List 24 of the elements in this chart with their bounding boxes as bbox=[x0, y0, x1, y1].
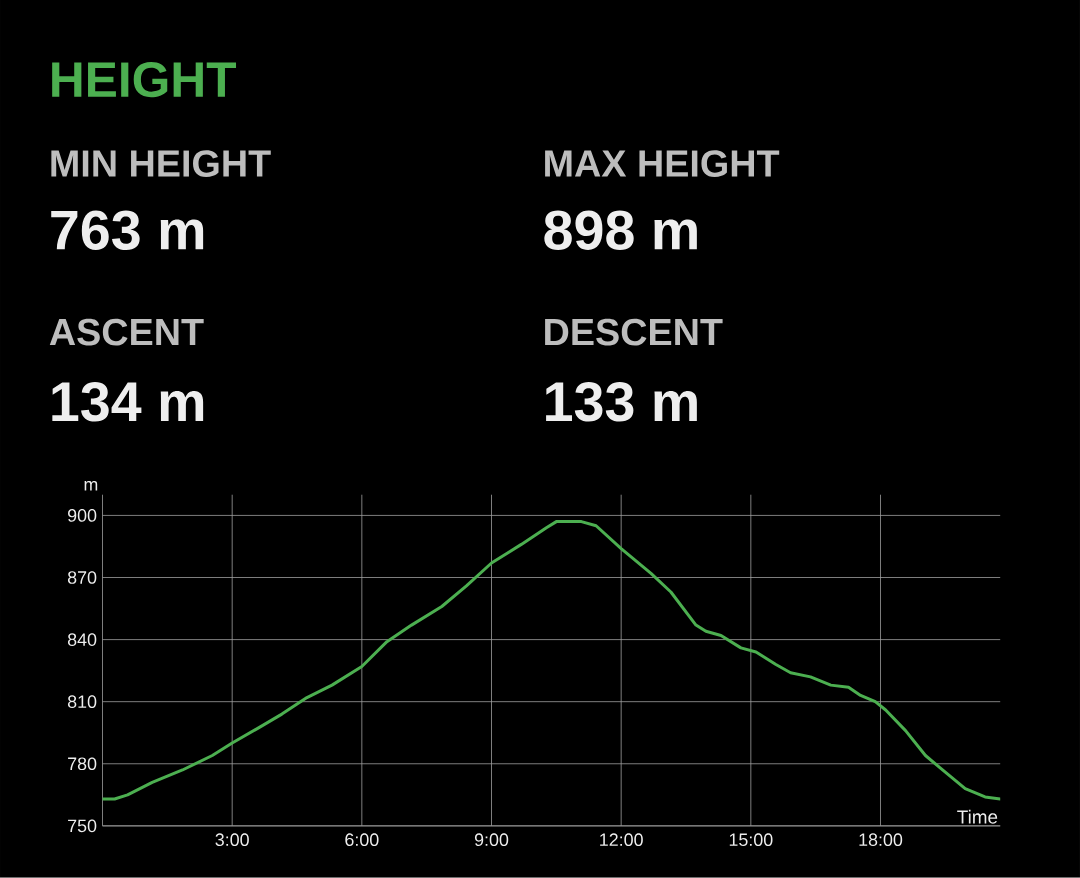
y-axis-title: m bbox=[84, 481, 98, 491]
y-tick-label: 780 bbox=[68, 757, 97, 771]
text: MAX HEIGHT bbox=[545, 150, 780, 178]
text: MIN HEIGHT bbox=[51, 150, 271, 178]
chart-title: HEIGHT bbox=[52, 62, 237, 98]
text: DESCENT bbox=[545, 318, 723, 346]
y-tick-label: 870 bbox=[67, 571, 97, 584]
x-tick-label: 15:00 bbox=[729, 833, 773, 847]
x-tick-label: 6:00 bbox=[345, 833, 379, 847]
y-tick-label: 750 bbox=[68, 819, 97, 833]
x-tick-label: 9:00 bbox=[474, 833, 509, 847]
y-tick-label: 810 bbox=[67, 695, 97, 709]
x-tick-label: 12:00 bbox=[600, 833, 643, 847]
text: 763 m bbox=[51, 210, 204, 251]
text: 898 m bbox=[544, 210, 697, 251]
x-tick-label: 18:00 bbox=[859, 833, 903, 847]
text: 133 m bbox=[546, 382, 697, 422]
line-series bbox=[102, 520, 1001, 801]
y-tick-label: 840 bbox=[67, 633, 97, 647]
x-tick-label: 3:00 bbox=[215, 833, 249, 847]
y-tick-label: 900 bbox=[68, 509, 97, 522]
x-axis-title: Time bbox=[957, 809, 998, 824]
text: 134 m bbox=[52, 382, 204, 422]
text: ASCENT bbox=[49, 318, 204, 346]
